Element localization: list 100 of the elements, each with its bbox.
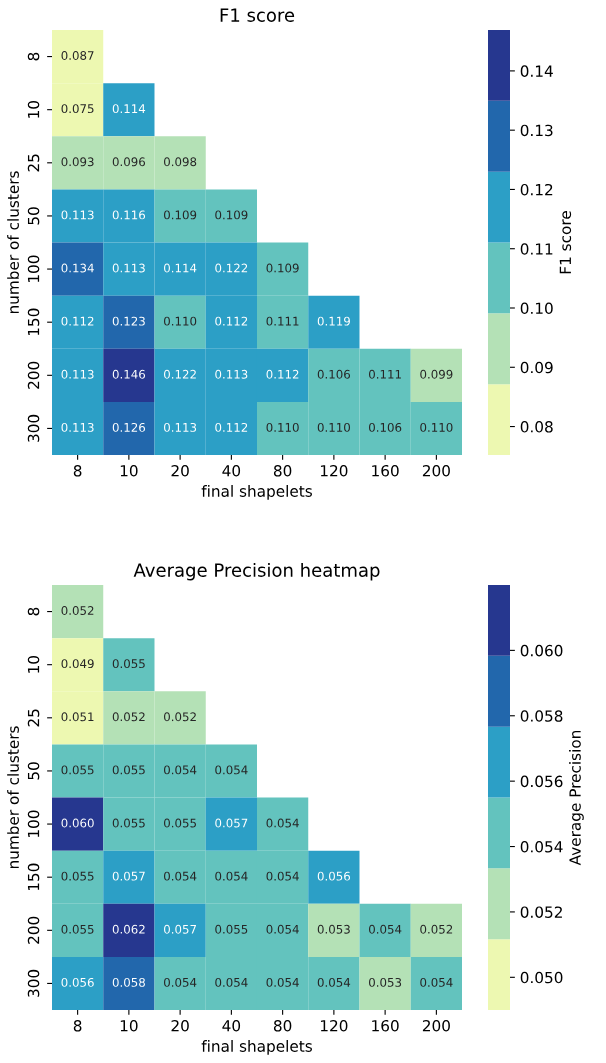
y-tick-label: 200 — [27, 361, 40, 389]
x-tick-label: 120 — [320, 464, 348, 477]
x-axis-title: final shapelets — [201, 1040, 312, 1055]
x-tick-label: 10 — [120, 464, 138, 477]
color-bar-title: F1 score — [559, 211, 572, 274]
x-tick-label: 10 — [120, 1019, 138, 1032]
data-label: 0.052 — [61, 606, 94, 615]
y-tick-label: 100 — [27, 810, 40, 837]
data-label: 0.054 — [266, 977, 299, 987]
y-tick-label: 10 — [27, 655, 40, 673]
color-bar-label: 0.056 — [520, 775, 563, 788]
data-label: 0.098 — [164, 157, 197, 167]
data-label: 0.110 — [317, 422, 350, 432]
data-label: 0.053 — [317, 924, 350, 934]
data-label: 0.099 — [420, 369, 453, 379]
data-label: 0.113 — [164, 422, 197, 432]
y-tick-label: 8 — [27, 607, 40, 616]
chart-title: F1 score — [220, 8, 295, 22]
data-label: 0.054 — [215, 977, 248, 987]
data-label: 0.049 — [61, 659, 94, 669]
color-bar-label: 0.050 — [520, 971, 563, 984]
data-label: 0.054 — [369, 924, 402, 934]
data-label: 0.110 — [266, 422, 299, 432]
data-label: 0.116 — [112, 210, 146, 220]
x-tick-label: 200 — [422, 1019, 450, 1032]
color-bar-label: 0.11 — [520, 243, 553, 255]
data-label: 0.056 — [317, 871, 351, 881]
color-bar-label: 0.10 — [520, 302, 553, 315]
data-label: 0.060 — [61, 818, 94, 828]
data-label: 0.054 — [215, 871, 248, 881]
data-label: 0.058 — [112, 977, 145, 987]
y-tick-label: 10 — [27, 100, 40, 118]
data-label: 0.055 — [112, 659, 145, 669]
x-tick-label: 20 — [171, 464, 189, 477]
data-label: 0.055 — [215, 924, 248, 934]
data-label: 0.054 — [266, 871, 299, 881]
data-label: 0.054 — [317, 977, 351, 987]
data-label: 0.113 — [61, 369, 94, 379]
x-tick-label: 120 — [320, 1019, 348, 1032]
data-label: 0.057 — [164, 924, 197, 934]
data-label: 0.054 — [164, 765, 197, 775]
y-axis-title: number of clusters — [7, 171, 19, 314]
x-tick-label: 40 — [222, 1019, 241, 1032]
color-bar-title: Average Precision — [569, 730, 584, 866]
data-label: 0.054 — [164, 977, 197, 987]
data-label: 0.122 — [164, 369, 196, 379]
y-tick-label: 50 — [27, 207, 40, 225]
y-tick-label: 150 — [27, 308, 40, 336]
data-label: 0.112 — [266, 369, 299, 379]
data-label: 0.075 — [61, 104, 94, 114]
data-label: 0.053 — [369, 977, 402, 987]
color-bar-label: 0.08 — [520, 421, 553, 433]
data-label: 0.123 — [112, 316, 145, 326]
data-label: 0.057 — [112, 871, 145, 881]
data-label: 0.112 — [215, 422, 248, 432]
data-label: 0.062 — [112, 924, 145, 934]
data-label: 0.114 — [164, 263, 197, 273]
data-label: 0.054 — [420, 977, 453, 987]
data-label: 0.110 — [164, 316, 197, 326]
x-tick-label: 8 — [73, 1019, 82, 1032]
x-tick-label: 80 — [273, 1019, 292, 1032]
data-label: 0.111 — [369, 369, 401, 379]
data-label: 0.054 — [164, 871, 197, 881]
data-label: 0.110 — [420, 422, 453, 432]
y-tick-label: 100 — [27, 255, 40, 282]
x-tick-label: 160 — [372, 464, 399, 477]
data-label: 0.055 — [164, 818, 196, 828]
color-bar-label: 0.060 — [520, 644, 563, 657]
data-label: 0.111 — [266, 316, 299, 326]
x-tick-label: 20 — [171, 1019, 189, 1032]
data-label: 0.052 — [112, 712, 145, 722]
y-tick-label: 150 — [27, 863, 40, 891]
x-tick-label: 8 — [73, 464, 82, 477]
data-label: 0.093 — [61, 157, 94, 167]
data-label: 0.126 — [112, 422, 146, 432]
color-bar-label: 0.12 — [520, 183, 553, 196]
data-label: 0.052 — [164, 712, 196, 722]
data-label: 0.113 — [215, 369, 248, 379]
data-label: 0.054 — [215, 765, 248, 775]
y-tick-label: 8 — [27, 52, 40, 61]
color-bar-label: 0.058 — [520, 710, 563, 722]
color-bar-label: 0.14 — [520, 65, 553, 77]
x-tick-label: 80 — [273, 464, 292, 477]
data-label: 0.134 — [61, 263, 94, 273]
color-bar-label: 0.054 — [520, 841, 563, 853]
data-label: 0.112 — [61, 316, 94, 326]
data-label: 0.106 — [317, 369, 351, 379]
data-label: 0.119 — [317, 316, 350, 326]
data-label: 0.055 — [112, 765, 145, 775]
data-label: 0.087 — [61, 51, 94, 60]
data-label: 0.112 — [215, 316, 248, 326]
data-label: 0.057 — [215, 818, 248, 828]
data-label: 0.054 — [266, 924, 299, 934]
y-tick-label: 25 — [27, 709, 40, 727]
data-label: 0.106 — [369, 422, 402, 432]
data-label: 0.055 — [61, 924, 94, 934]
data-label: 0.122 — [215, 263, 248, 273]
data-label: 0.051 — [61, 712, 94, 722]
data-label: 0.114 — [112, 104, 146, 114]
y-tick-label: 50 — [27, 762, 40, 780]
